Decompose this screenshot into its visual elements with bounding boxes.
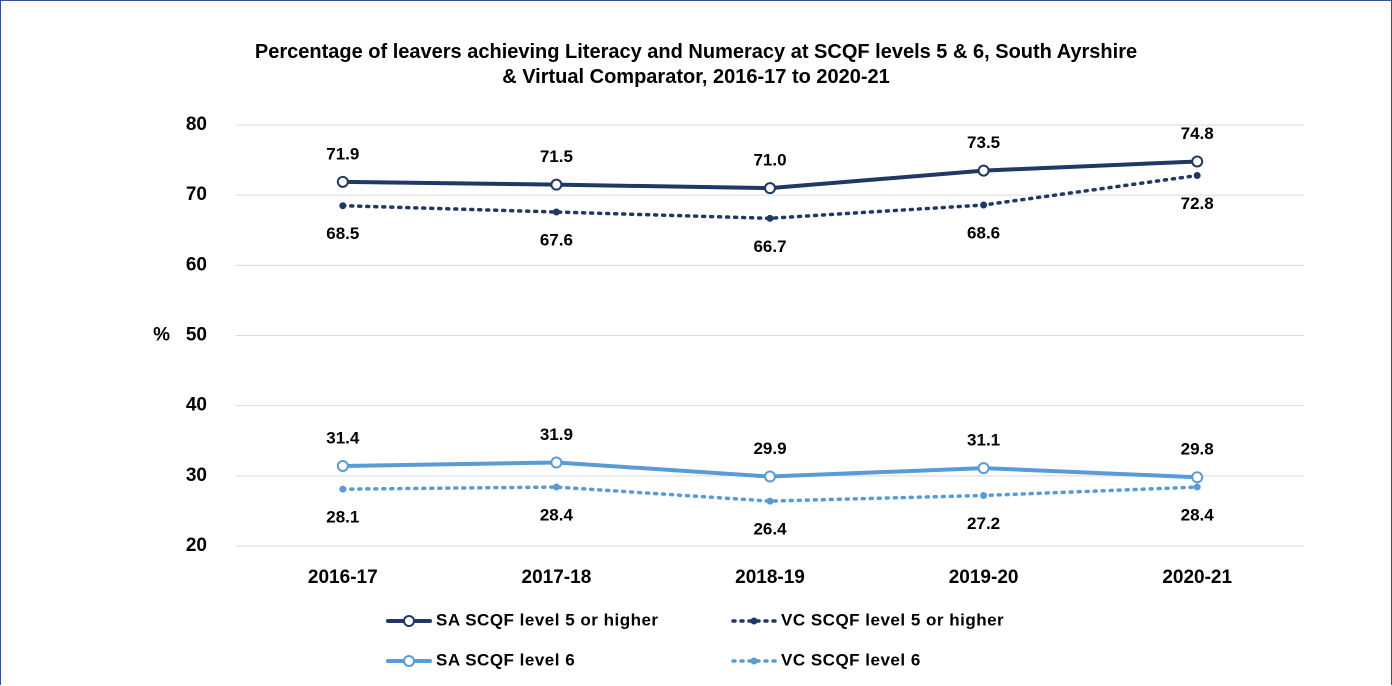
point [1191, 155, 1204, 168]
point [550, 178, 563, 191]
data-label: 73.5 [967, 133, 1000, 152]
point [1193, 172, 1201, 180]
data-label: 29.8 [1181, 440, 1214, 459]
y-tick-label: 20 [186, 535, 207, 556]
point [552, 208, 560, 216]
legend-marker [750, 617, 758, 625]
point [336, 460, 349, 473]
point [1193, 483, 1201, 491]
legend-marker [750, 657, 758, 665]
x-tick-label: 2019-20 [949, 567, 1019, 588]
x-tick-label: 2020-21 [1162, 567, 1232, 588]
data-label: 71.9 [326, 144, 359, 163]
point [339, 485, 347, 493]
x-tick-label: 2017-18 [522, 567, 592, 588]
data-label: 28.4 [1181, 506, 1215, 525]
data-label: 72.8 [1181, 194, 1214, 213]
y-axis-label: % [153, 325, 170, 346]
point [550, 456, 563, 469]
point [980, 201, 988, 209]
data-label: 71.5 [540, 147, 573, 166]
y-tick-label: 60 [186, 254, 207, 275]
legend-marker [403, 615, 415, 627]
data-label: 71.0 [753, 151, 786, 170]
point [977, 462, 990, 475]
x-tick-label: 2016-17 [308, 567, 378, 588]
y-tick-label: 40 [186, 395, 207, 416]
point [766, 497, 774, 505]
chart-title: Percentage of leavers achieving Literacy… [254, 41, 1138, 88]
legend-label: SA SCQF level 5 or higher [436, 610, 659, 629]
point [764, 470, 776, 483]
point [1191, 471, 1204, 484]
data-label: 31.9 [540, 425, 573, 444]
legend-label: SA SCQF level 6 [436, 650, 575, 669]
y-tick-label: 30 [186, 465, 207, 486]
point [552, 483, 560, 491]
x-tick-label: 2018-19 [735, 567, 805, 588]
point [339, 202, 347, 210]
point [977, 164, 990, 177]
point [764, 182, 776, 195]
legend-marker [403, 655, 415, 667]
data-label: 31.1 [967, 431, 1000, 450]
y-tick-label: 50 [186, 325, 207, 346]
data-label: 68.6 [967, 223, 1000, 242]
data-label: 27.2 [967, 514, 1000, 533]
point [766, 214, 774, 222]
point [980, 491, 988, 499]
y-tick-label: 70 [186, 184, 207, 205]
data-label: 67.6 [540, 230, 573, 249]
data-label: 66.7 [753, 237, 786, 256]
data-label: 31.4 [326, 428, 360, 447]
data-label: 28.1 [326, 508, 359, 527]
data-label: 68.5 [326, 224, 359, 243]
data-label: 74.8 [1181, 124, 1214, 143]
point [336, 175, 349, 188]
legend-label: VC SCQF level 6 [781, 650, 921, 669]
y-tick-label: 80 [186, 114, 207, 135]
data-label: 26.4 [753, 520, 787, 539]
data-label: 28.4 [540, 506, 574, 525]
data-label: 29.9 [753, 439, 786, 458]
legend-label: VC SCQF level 5 or higher [781, 610, 1004, 629]
